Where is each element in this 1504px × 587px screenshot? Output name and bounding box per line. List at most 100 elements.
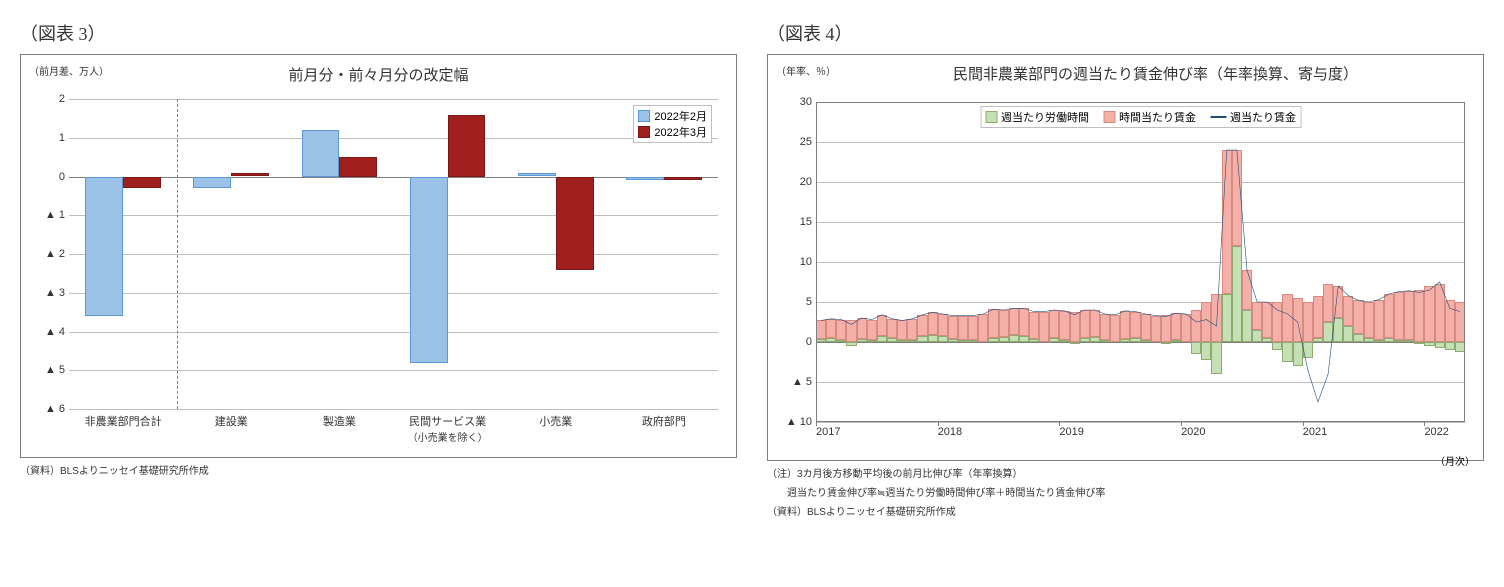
- xtick-label: 2020: [1181, 422, 1205, 438]
- xtick-label: 建設業: [215, 409, 248, 429]
- tick-mark: [816, 422, 817, 426]
- xtick-label: 2021: [1303, 422, 1327, 438]
- bar: [664, 177, 702, 181]
- bar: [836, 340, 846, 342]
- ytick-label: ▲ 3: [45, 287, 69, 299]
- bar: [1100, 340, 1110, 342]
- bar: [907, 340, 917, 342]
- bar: [1333, 286, 1343, 318]
- bar: [928, 335, 938, 342]
- bar: [1029, 339, 1039, 342]
- ytick-label: 15: [800, 216, 816, 228]
- bar: [1262, 338, 1272, 342]
- bar: [193, 177, 231, 189]
- bar: [1039, 312, 1049, 342]
- bar: [1303, 342, 1313, 358]
- bar: [1343, 326, 1353, 342]
- bar: [1242, 270, 1252, 310]
- ytick-label: ▲ 6: [45, 403, 69, 415]
- bar: [968, 316, 978, 341]
- bar: [1070, 342, 1080, 344]
- bar: [1293, 342, 1303, 366]
- bar: [1211, 294, 1221, 342]
- bar: [867, 340, 877, 342]
- bar: [1333, 318, 1343, 342]
- bar: [917, 315, 927, 337]
- bar: [1080, 338, 1090, 342]
- legend-item: 2022年2月: [638, 108, 707, 124]
- bar: [1009, 308, 1019, 334]
- bar: [958, 316, 968, 340]
- bar: [877, 315, 887, 336]
- bar: [816, 339, 826, 342]
- gridline: [816, 342, 1465, 343]
- bar: [1120, 339, 1130, 342]
- bar: [1151, 316, 1161, 342]
- chart3-container: （図表 3） （前月差、万人） 前月分・前々月分の改定幅 210▲ 1▲ 2▲ …: [20, 20, 737, 518]
- legend-swatch: [638, 126, 650, 138]
- legend-item: 時間当たり賃金: [1103, 109, 1196, 125]
- tick-mark: [1303, 422, 1304, 426]
- chart4-footnote: （資料）BLSよりニッセイ基礎研究所作成: [767, 503, 1484, 518]
- chart4-container: （図表 4） （年率、％） 民間非農業部門の週当たり賃金伸び率（年率換算、寄与度…: [767, 20, 1484, 518]
- bar: [1171, 313, 1181, 339]
- bar: [1019, 336, 1029, 342]
- bar: [1414, 290, 1424, 342]
- gridline: [69, 332, 718, 333]
- legend-item: 週当たり賃金: [1210, 109, 1296, 125]
- bar: [231, 173, 269, 177]
- legend-swatch: [1103, 111, 1115, 123]
- bar: [626, 177, 664, 181]
- gridline: [816, 142, 1465, 143]
- bar: [1130, 312, 1140, 338]
- bar: [1303, 302, 1313, 342]
- ytick-label: 20: [800, 176, 816, 188]
- bar: [1272, 302, 1282, 342]
- bar: [1323, 322, 1333, 342]
- gridline: [69, 215, 718, 216]
- bar: [1211, 342, 1221, 374]
- legend-label: 2022年3月: [654, 124, 707, 140]
- gridline: [816, 262, 1465, 263]
- bar: [978, 314, 988, 342]
- ytick-label: 5: [806, 296, 816, 308]
- bar: [897, 340, 907, 342]
- ytick-label: 0: [806, 336, 816, 348]
- bar: [1252, 302, 1262, 330]
- bar: [1394, 292, 1404, 340]
- bar: [938, 336, 948, 342]
- chart3-title: 前月分・前々月分の改定幅: [29, 64, 728, 85]
- bar: [1090, 337, 1100, 342]
- bar: [1222, 294, 1232, 342]
- bar: [1110, 315, 1120, 342]
- bar: [1049, 310, 1059, 338]
- bar: [1435, 342, 1445, 348]
- bar: [877, 336, 887, 342]
- legend-item: 週当たり労働時間: [985, 109, 1089, 125]
- ytick-label: 25: [800, 136, 816, 148]
- tick-mark: [938, 422, 939, 426]
- gridline: [69, 293, 718, 294]
- chart4-box: （年率、％） 民間非農業部門の週当たり賃金伸び率（年率換算、寄与度） 30252…: [767, 54, 1484, 461]
- bar: [1343, 296, 1353, 326]
- bar: [988, 309, 998, 338]
- gridline: [69, 254, 718, 255]
- bar: [1100, 314, 1110, 340]
- bar: [826, 319, 836, 338]
- bar: [1404, 291, 1414, 341]
- bar: [1049, 338, 1059, 342]
- bar: [1059, 311, 1069, 340]
- bar: [1009, 335, 1019, 342]
- bar: [887, 319, 897, 338]
- bar: [826, 338, 836, 342]
- bar: [1070, 312, 1080, 342]
- bar: [1201, 302, 1211, 342]
- bar: [988, 338, 998, 342]
- bar: [938, 314, 948, 336]
- bar: [410, 177, 448, 363]
- bar: [1252, 330, 1262, 342]
- bar: [448, 115, 486, 177]
- bar: [85, 177, 123, 317]
- bar: [1059, 340, 1069, 342]
- separator-line: [177, 99, 178, 409]
